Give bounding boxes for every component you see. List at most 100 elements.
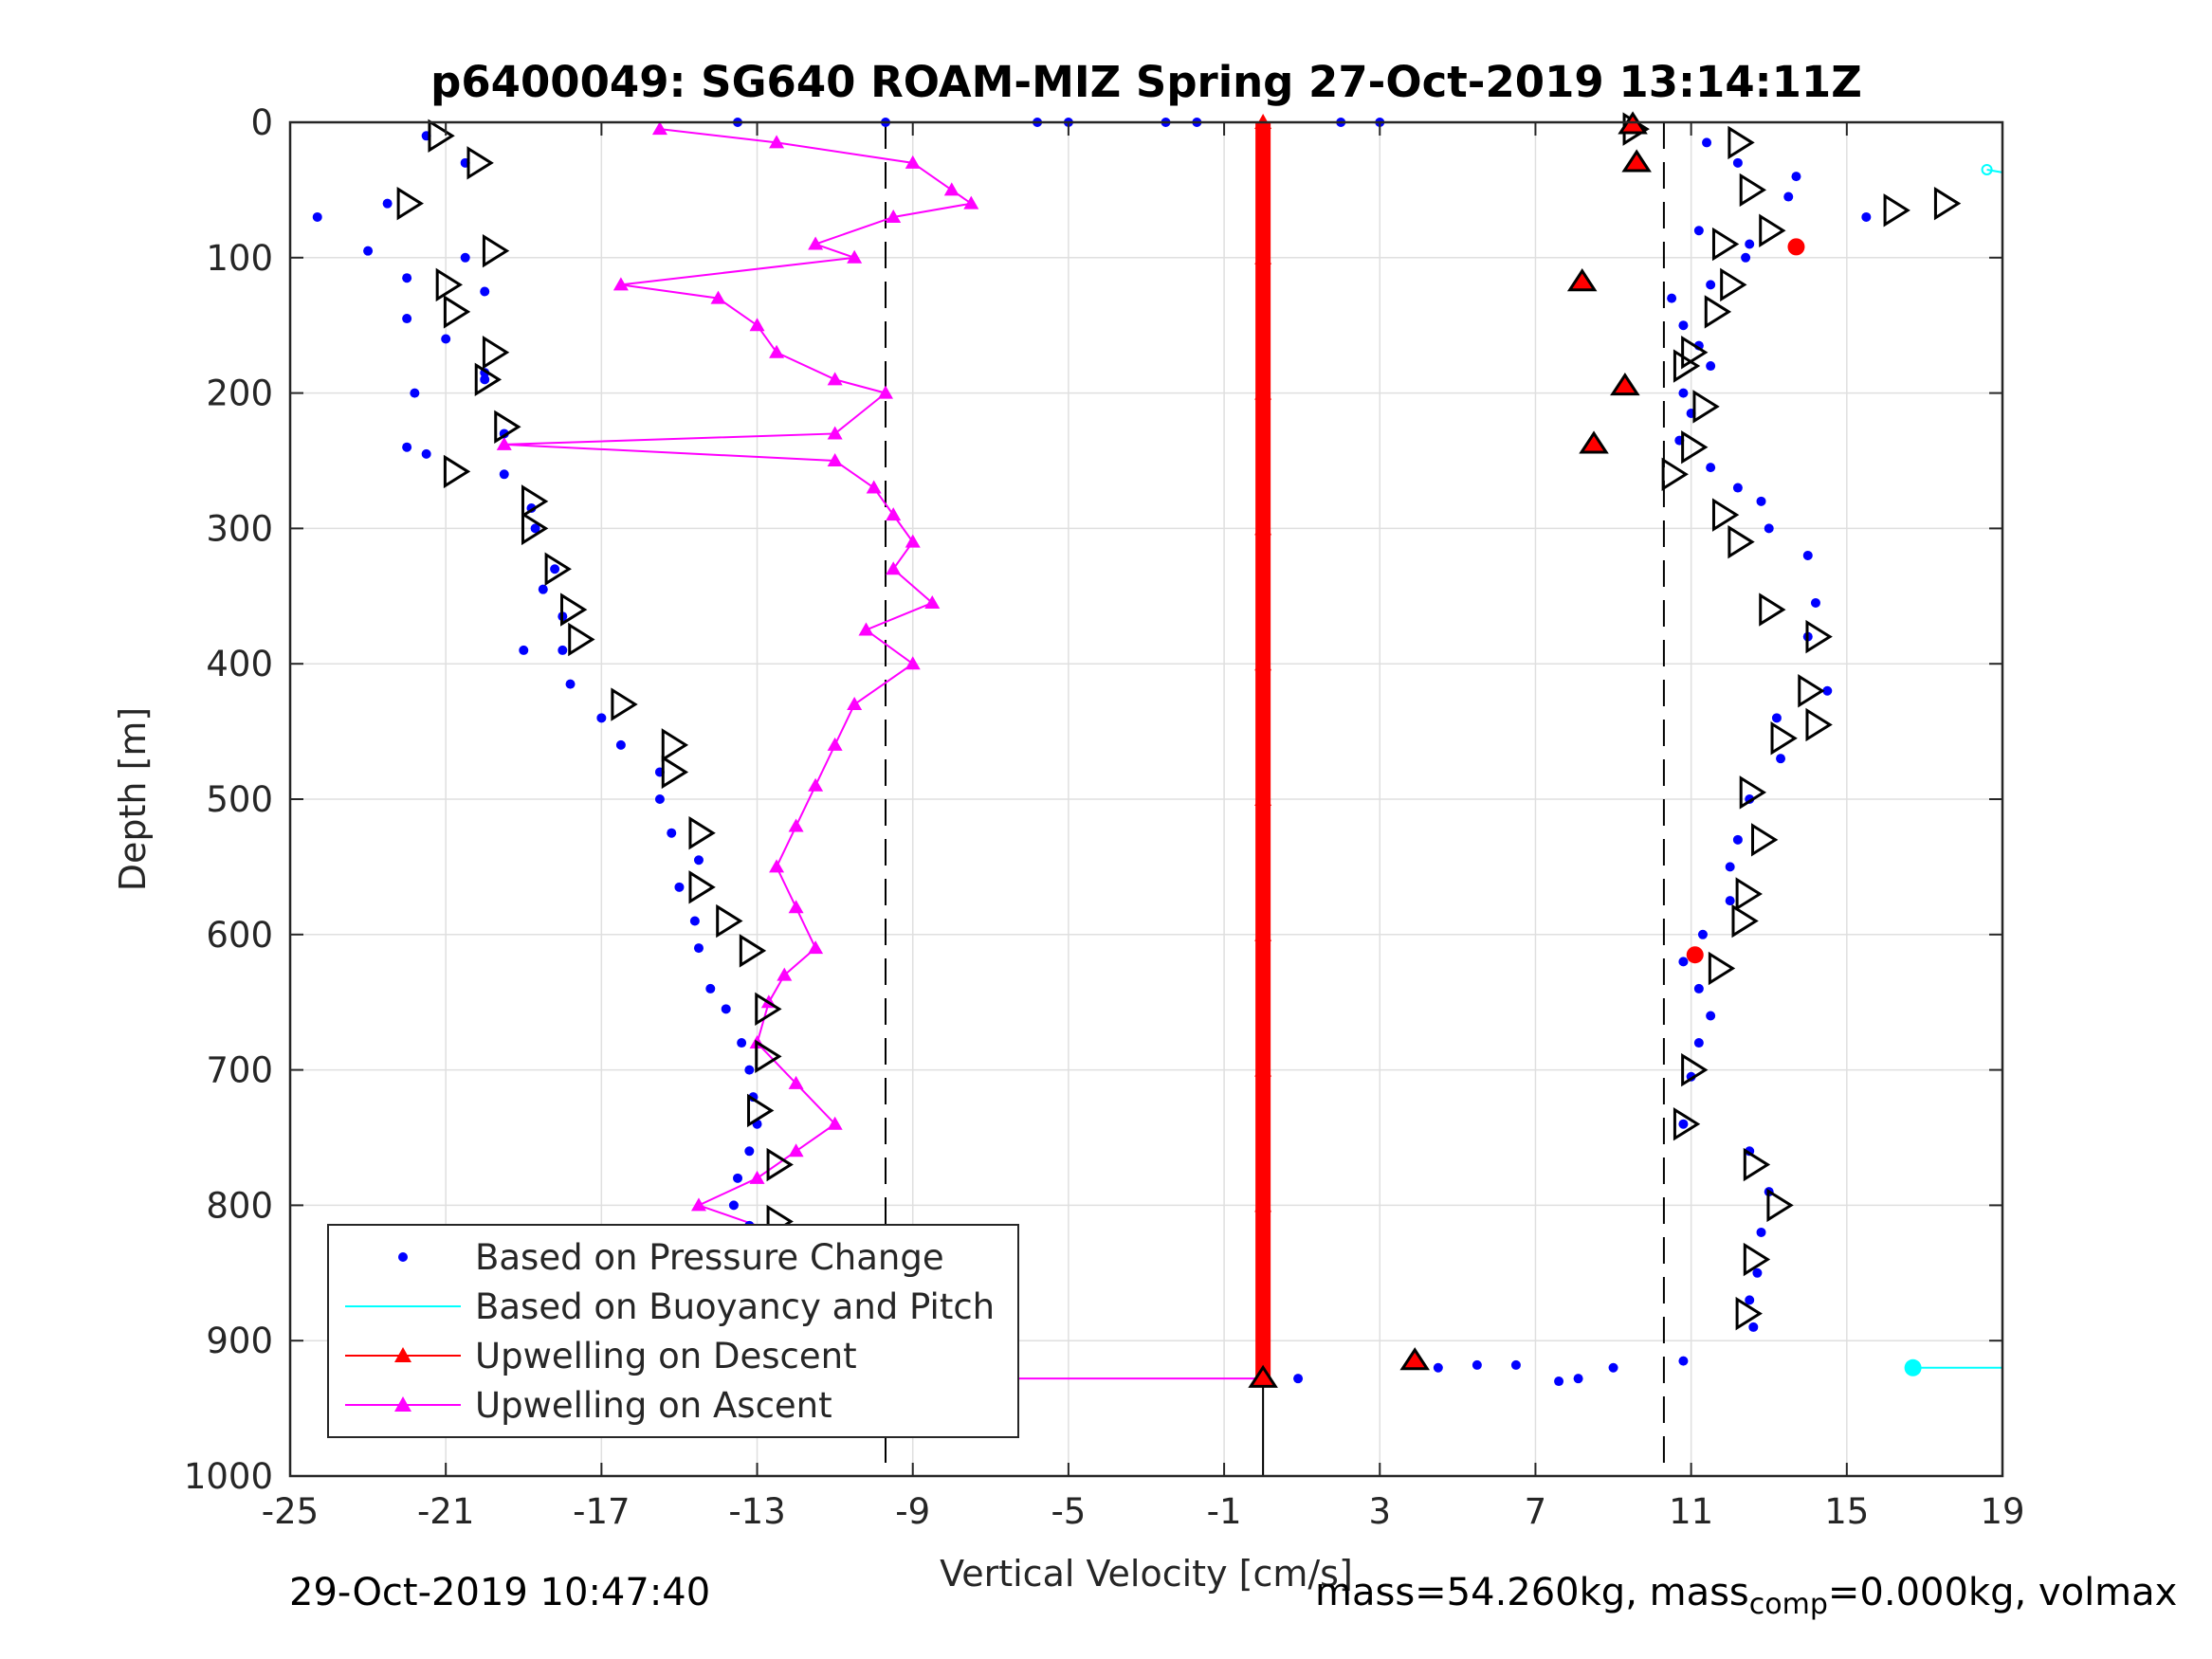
descent-pressure-dot — [721, 1004, 731, 1014]
y-tick-label: 800 — [206, 1185, 273, 1226]
ascent-pressure-dot — [1776, 754, 1786, 764]
surface-pressure-dot — [1293, 1374, 1304, 1384]
open-triangle-marker — [661, 755, 689, 790]
descent-pressure-dot — [519, 645, 529, 655]
ascent-upwelling-point — [877, 385, 893, 399]
descent-pressure-dot — [550, 564, 560, 574]
ascent-pressure-dot — [1667, 293, 1677, 303]
open-triangle-marker — [428, 118, 455, 153]
descent-upwelling-point — [1254, 655, 1272, 671]
ascent-upwelling-point — [886, 507, 902, 521]
open-triangle-marker — [1692, 390, 1720, 424]
ascent-upwelling-point — [808, 940, 824, 955]
plot-data — [312, 111, 2003, 1388]
ascent-pressure-dot — [1706, 361, 1716, 372]
descent-pressure-dot — [558, 645, 568, 655]
open-triangle-marker — [1731, 903, 1759, 939]
ascent-upwelling-point — [690, 1197, 706, 1212]
open-triangle-marker — [482, 336, 510, 370]
x-tick-label: -25 — [262, 1491, 319, 1532]
open-triangle-marker — [1728, 125, 1755, 160]
open-triangle-marker — [716, 903, 743, 939]
descent-pressure-dot — [312, 211, 322, 222]
x-tick-label: -1 — [1207, 1491, 1242, 1532]
ascent-upwelling-point — [777, 967, 793, 981]
open-triangle-marker — [1681, 430, 1709, 465]
chart-title: p6400049: SG640 ROAM-MIZ Spring 27-Oct-2… — [430, 57, 1862, 107]
open-triangle-marker — [688, 815, 716, 850]
ascent-upwelling-point — [866, 480, 882, 494]
descent-pressure-dot — [693, 943, 704, 954]
x-tick-label: -13 — [728, 1491, 785, 1532]
ascent-pressure-dot — [1802, 550, 1813, 560]
open-triangle-marker — [1704, 295, 1732, 329]
open-triangle-marker — [755, 1039, 782, 1074]
descent-pressure-dot — [402, 273, 412, 283]
open-triangle-marker — [739, 934, 767, 968]
open-triangle-marker — [1743, 1147, 1771, 1182]
ascent-pressure-dot — [1725, 862, 1735, 872]
red-triangle-marker — [1579, 430, 1609, 454]
y-tick-label: 600 — [206, 915, 273, 956]
ascent-pressure-dot — [1745, 1295, 1755, 1305]
ascent-pressure-dot — [1745, 239, 1755, 249]
ascent-pressure-dot — [1732, 483, 1743, 493]
descent-pressure-dot — [733, 1173, 743, 1183]
open-triangle-marker — [1673, 349, 1701, 383]
ascent-pressure-dot — [1678, 1356, 1689, 1366]
open-triangle-marker — [1805, 707, 1833, 742]
ascent-upwelling-point — [788, 1143, 804, 1158]
open-triangle-marker — [1751, 823, 1779, 857]
open-triangle-marker — [474, 362, 503, 397]
footer-timestamp: 29-Oct-2019 10:47:40 — [289, 1571, 711, 1614]
descent-pressure-dot — [705, 983, 716, 994]
ascent-pressure-dot — [1822, 685, 1833, 696]
surface-pressure-dot — [1554, 1376, 1564, 1387]
x-tick-label: 19 — [1980, 1491, 2024, 1532]
legend-triangle-swatch — [394, 1347, 411, 1362]
descent-pressure-dot — [402, 442, 412, 452]
ascent-pressure-dot — [1732, 834, 1743, 845]
legend-label: Based on Pressure Change — [475, 1237, 944, 1278]
x-tick-label: -21 — [417, 1491, 474, 1532]
open-triangle-marker — [443, 454, 471, 489]
ascent-upwelling-point — [788, 900, 804, 914]
ascent-upwelling-point — [710, 290, 726, 304]
legend-label: Based on Buoyancy and Pitch — [475, 1286, 995, 1327]
open-triangle-marker — [568, 622, 595, 657]
descent-pressure-dot — [460, 252, 470, 263]
open-triangle-marker — [755, 992, 782, 1027]
open-triangle-marker — [1673, 1107, 1701, 1141]
ascent-upwelling-point — [827, 372, 843, 386]
red-triangle-marker — [1610, 373, 1640, 396]
descent-pressure-dot — [382, 198, 393, 209]
open-triangle-marker — [1728, 524, 1755, 559]
ascent-pressure-dot — [1678, 388, 1689, 398]
legend-box — [327, 1224, 1019, 1438]
ascent-upwelling-point — [827, 1116, 843, 1130]
descent-pressure-dot — [402, 314, 412, 324]
open-triangle-marker — [1735, 1296, 1763, 1331]
ascent-pressure-dot — [1756, 1227, 1766, 1237]
open-triangle-marker — [1739, 173, 1767, 208]
ascent-pressure-dot — [1608, 1362, 1618, 1373]
ascent-upwelling-point — [496, 436, 512, 450]
ascent-upwelling-point — [749, 318, 765, 332]
footer-mass-suffix: =0.000kg, volmax — [1827, 1571, 2178, 1614]
descent-pressure-dot — [480, 374, 490, 385]
ascent-upwelling-point — [847, 249, 863, 264]
ascent-upwelling-point — [769, 135, 785, 149]
x-tick-label: 3 — [1368, 1491, 1391, 1532]
ticks: -25 -21 -17 -13 -9 -5 -1 3 7 11 15 1901002003004005… — [184, 102, 2025, 1532]
open-triangle-marker — [435, 267, 464, 302]
red-triangle-marker — [1248, 1364, 1278, 1388]
descent-upwelling-point — [1254, 791, 1272, 806]
ascent-pressure-dot — [1756, 496, 1766, 506]
red-dot-marker — [1686, 946, 1704, 964]
descent-pressure-dot — [728, 1200, 739, 1211]
ascent-upwelling-point — [827, 453, 843, 466]
ascent-upwelling-point — [749, 1170, 765, 1184]
open-triangle-marker — [443, 295, 471, 329]
ascent-upwelling-point — [963, 195, 979, 210]
